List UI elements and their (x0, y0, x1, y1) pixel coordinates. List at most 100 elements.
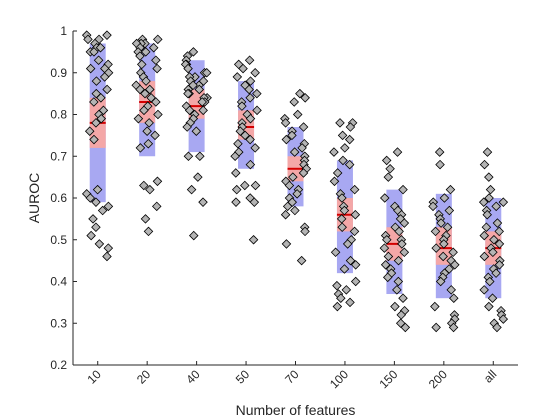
data-point (85, 193, 96, 203)
y-tick-label: 0.7 (50, 149, 67, 163)
data-point (184, 105, 195, 116)
data-point (484, 301, 494, 312)
data-point (446, 285, 457, 295)
data-point (191, 126, 202, 136)
data-point (485, 276, 495, 287)
y-tick-label: 0.5 (50, 233, 67, 247)
data-point (498, 197, 509, 207)
data-point (151, 97, 161, 107)
data-point (183, 151, 194, 162)
data-point (350, 276, 361, 287)
data-point (485, 184, 496, 195)
y-tick-label: 0.3 (50, 316, 67, 330)
data-point (136, 59, 147, 70)
data-point (89, 134, 99, 145)
data-point (103, 243, 114, 253)
data-point (139, 105, 149, 116)
y-tick-label: 0.2 (50, 358, 67, 372)
data-point (431, 322, 441, 333)
data-point (250, 67, 260, 78)
data-point (91, 76, 102, 86)
data-point (390, 301, 400, 312)
data-point (102, 84, 112, 95)
data-point (88, 214, 98, 224)
data-point (95, 42, 106, 53)
data-point (436, 218, 446, 228)
x-tick-label: 10 (84, 367, 104, 387)
data-point (151, 55, 161, 65)
data-point (93, 55, 104, 65)
data-point (96, 93, 106, 103)
x-tick-label: 100 (327, 367, 351, 391)
y-tick-label: 0.4 (50, 275, 67, 289)
data-point (281, 134, 292, 145)
data-point (231, 184, 242, 195)
data-point (231, 168, 241, 178)
data-point (145, 84, 155, 95)
data-point (340, 143, 350, 153)
data-point (152, 63, 162, 74)
data-point (140, 47, 151, 57)
data-point (250, 180, 261, 191)
data-point (341, 285, 352, 295)
data-point (478, 197, 489, 207)
data-point (481, 222, 492, 232)
data-point (297, 143, 307, 153)
data-point (143, 138, 154, 149)
data-point (491, 268, 501, 278)
y-tick-label: 0.8 (50, 108, 67, 122)
data-point (89, 97, 99, 107)
data-point (284, 180, 295, 191)
data-point (248, 234, 259, 245)
data-point (92, 184, 103, 195)
data-point (383, 251, 394, 262)
data-point (392, 285, 402, 295)
data-point (140, 214, 151, 224)
data-point (344, 159, 355, 170)
data-point (482, 147, 493, 157)
data-point (148, 42, 159, 53)
data-point (99, 72, 110, 82)
data-point (195, 151, 205, 162)
data-point (492, 322, 502, 333)
data-point (290, 205, 300, 216)
data-point (233, 138, 243, 149)
data-point (197, 97, 207, 107)
data-point (439, 193, 450, 203)
data-point (344, 134, 355, 145)
data-point (298, 168, 309, 178)
data-point (383, 172, 394, 182)
data-point (89, 47, 99, 57)
x-ticks: 10 20 40 50 70 100 150 200 all (84, 361, 499, 391)
data-point (494, 260, 505, 270)
data-point (252, 88, 262, 99)
x-tick-label: 20 (134, 367, 154, 387)
data-point (434, 147, 445, 157)
data-point (230, 151, 240, 162)
data-point (431, 243, 441, 253)
data-point (438, 251, 448, 262)
y-tick-label: 0.6 (50, 191, 67, 205)
data-point (182, 122, 192, 132)
data-point (250, 143, 260, 153)
data-point (152, 176, 163, 187)
data-point (399, 218, 410, 228)
data-point (488, 247, 498, 258)
data-point (150, 130, 160, 141)
data-point (289, 97, 299, 107)
data-point (232, 72, 243, 82)
data-point (153, 34, 163, 45)
data-point (238, 63, 248, 74)
data-point (345, 255, 356, 266)
y-ticks: 0.2 0.3 0.4 0.5 0.6 0.7 0.8 0.9 1 (50, 24, 77, 372)
data-point (342, 239, 353, 249)
data-point (86, 230, 96, 241)
data-point (183, 63, 193, 74)
data-point (292, 109, 303, 120)
points-layer (81, 30, 509, 333)
data-point (289, 147, 300, 157)
y-axis-label: AUROC (26, 173, 42, 224)
data-point (249, 197, 260, 207)
data-point (142, 126, 152, 136)
data-point (300, 226, 310, 237)
